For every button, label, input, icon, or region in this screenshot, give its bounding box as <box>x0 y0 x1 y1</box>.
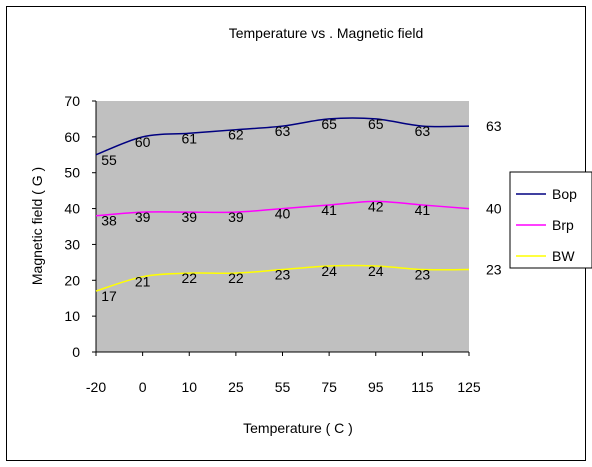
data-label: 65 <box>368 116 384 132</box>
legend-entry-label: Brp <box>552 217 574 233</box>
data-label: 41 <box>415 202 431 218</box>
series-lines <box>95 117 470 292</box>
data-label: 22 <box>181 270 197 286</box>
data-label: 63 <box>415 123 431 139</box>
y-tick-label: 40 <box>64 201 80 217</box>
y-tick-label: 50 <box>64 165 80 181</box>
series-line-brp <box>95 200 470 217</box>
data-label: 62 <box>228 127 244 143</box>
y-tick-label: 30 <box>64 236 80 252</box>
data-label: 39 <box>181 209 197 225</box>
plot-area <box>96 101 469 352</box>
end-value-label: 63 <box>486 118 502 134</box>
data-label: 22 <box>228 270 244 286</box>
x-tick-label: 55 <box>275 379 291 395</box>
y-tick-label: 0 <box>72 344 80 360</box>
legend: Bop Brp BW <box>509 171 592 269</box>
data-label: 55 <box>101 152 117 168</box>
data-label: 63 <box>275 123 291 139</box>
data-label: 39 <box>228 209 244 225</box>
end-value-label: 23 <box>486 262 502 278</box>
legend-box <box>509 171 592 269</box>
x-tick-label: -20 <box>86 379 106 395</box>
legend-entry-label: Bop <box>552 186 577 202</box>
end-value-label: 40 <box>486 201 502 217</box>
data-label: 23 <box>415 267 431 283</box>
y-tick-label: 20 <box>64 272 80 288</box>
data-label: 41 <box>321 202 337 218</box>
x-tick-label: 75 <box>321 379 337 395</box>
series-line-bw <box>95 264 470 292</box>
y-axis-ticks: 0 10 20 30 40 50 60 70 <box>64 93 96 360</box>
data-label: 65 <box>321 116 337 132</box>
data-label: 61 <box>181 130 197 146</box>
x-tick-label: 0 <box>139 379 147 395</box>
data-label: 38 <box>101 213 117 229</box>
data-label: 40 <box>275 206 291 222</box>
y-tick-label: 10 <box>64 308 80 324</box>
x-axis-label: Temperature ( C ) <box>243 420 353 436</box>
x-tick-label: 115 <box>411 379 434 395</box>
y-axis-label: Magnetic field ( G ) <box>29 167 45 285</box>
data-label: 39 <box>135 209 151 225</box>
data-label: 42 <box>368 198 384 214</box>
x-tick-label: 125 <box>457 379 481 395</box>
data-label: 24 <box>321 263 337 279</box>
data-labels: 55 60 61 62 63 65 65 63 38 39 39 39 40 41 42 41 17 21 22 22… <box>101 116 430 304</box>
y-tick-label: 60 <box>64 129 80 145</box>
y-tick-label: 70 <box>64 93 80 109</box>
data-label: 17 <box>101 288 117 304</box>
x-axis-ticks: -20 0 10 25 55 75 95 115 125 <box>86 352 481 395</box>
legend-entry-label: BW <box>552 248 575 264</box>
x-tick-label: 95 <box>368 379 384 395</box>
end-labels: 63 40 23 <box>486 118 502 277</box>
x-tick-label: 25 <box>228 379 244 395</box>
chart-title: Temperature vs . Magnetic field <box>229 25 424 41</box>
data-label: 21 <box>135 274 151 290</box>
data-label: 23 <box>275 267 291 283</box>
data-label: 24 <box>368 263 384 279</box>
series-line-bop <box>95 117 470 156</box>
x-tick-label: 10 <box>181 379 197 395</box>
data-label: 60 <box>135 134 151 150</box>
